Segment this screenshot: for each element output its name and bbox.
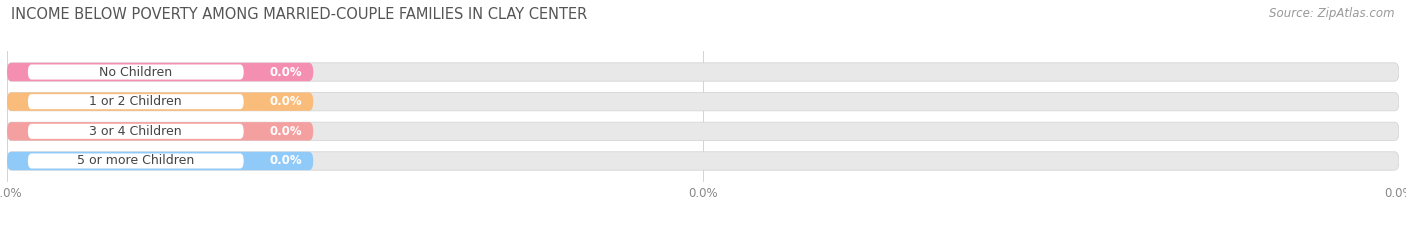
FancyBboxPatch shape — [7, 93, 1399, 111]
FancyBboxPatch shape — [7, 93, 314, 111]
FancyBboxPatch shape — [28, 94, 243, 109]
Text: 0.0%: 0.0% — [269, 95, 302, 108]
Text: No Children: No Children — [100, 65, 173, 79]
FancyBboxPatch shape — [7, 63, 1399, 81]
Text: 0.0%: 0.0% — [269, 154, 302, 168]
FancyBboxPatch shape — [7, 63, 314, 81]
Text: INCOME BELOW POVERTY AMONG MARRIED-COUPLE FAMILIES IN CLAY CENTER: INCOME BELOW POVERTY AMONG MARRIED-COUPL… — [11, 7, 588, 22]
FancyBboxPatch shape — [7, 152, 1399, 170]
FancyBboxPatch shape — [28, 124, 243, 139]
Text: 1 or 2 Children: 1 or 2 Children — [90, 95, 183, 108]
Text: 5 or more Children: 5 or more Children — [77, 154, 194, 168]
Text: 0.0%: 0.0% — [269, 65, 302, 79]
FancyBboxPatch shape — [28, 65, 243, 79]
FancyBboxPatch shape — [7, 152, 314, 170]
FancyBboxPatch shape — [7, 122, 314, 140]
Text: Source: ZipAtlas.com: Source: ZipAtlas.com — [1270, 7, 1395, 20]
FancyBboxPatch shape — [7, 122, 1399, 140]
Text: 0.0%: 0.0% — [269, 125, 302, 138]
FancyBboxPatch shape — [28, 154, 243, 168]
Text: 3 or 4 Children: 3 or 4 Children — [90, 125, 183, 138]
